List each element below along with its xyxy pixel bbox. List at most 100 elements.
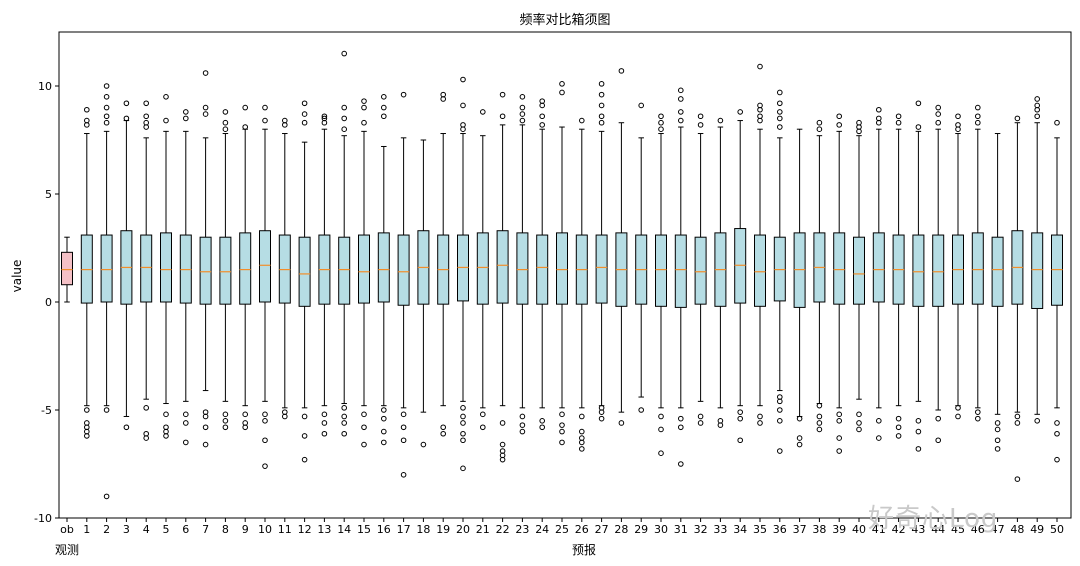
outlier-point — [539, 418, 546, 424]
outlier-point — [84, 117, 90, 124]
outlier-point — [163, 433, 169, 439]
outlier-point — [717, 422, 724, 428]
x-tick-label: 33 — [713, 523, 727, 536]
outlier-point — [598, 102, 605, 109]
x-tick-label: 10 — [258, 523, 272, 536]
outlier-point — [856, 411, 862, 418]
outlier-point — [301, 111, 308, 117]
outlier-point — [84, 106, 90, 113]
box-iqr — [476, 232, 489, 305]
outlier-point — [856, 119, 862, 126]
box-iqr — [338, 236, 351, 305]
outlier-point — [955, 122, 961, 128]
outlier-point — [183, 439, 189, 446]
outlier-point — [757, 413, 763, 420]
outlier-point — [499, 420, 506, 426]
outlier-point — [876, 418, 882, 424]
box-iqr — [259, 230, 271, 303]
outlier-point — [222, 424, 229, 431]
outlier-point — [440, 424, 447, 431]
x-tick-label: 46 — [971, 523, 985, 536]
x-tick-label: 48 — [1010, 523, 1024, 536]
outlier-point — [321, 115, 328, 122]
outlier-point — [381, 407, 387, 413]
outlier-point — [361, 411, 367, 418]
outlier-point — [183, 115, 189, 122]
box-iqr — [595, 234, 608, 304]
y-tick-label: -5 — [41, 404, 52, 417]
outlier-point — [361, 119, 367, 126]
y-tick-label: 10 — [38, 80, 52, 93]
outlier-point — [895, 113, 902, 120]
box-iqr — [1031, 232, 1044, 309]
outlier-point — [499, 113, 506, 120]
outlier-point — [282, 117, 288, 124]
outlier-point — [341, 420, 348, 426]
outlier-point — [519, 428, 526, 435]
outlier-point — [143, 113, 149, 120]
x-tick-label: 6 — [182, 523, 189, 536]
outlier-point — [262, 463, 268, 469]
outlier-point — [341, 430, 348, 437]
watermark: 好奇心Log — [868, 504, 999, 534]
outlier-point — [301, 100, 308, 107]
box-iqr — [140, 234, 153, 303]
outlier-point — [301, 433, 308, 439]
outlier-point — [202, 441, 209, 448]
outlier-point — [697, 122, 704, 128]
outlier-point — [975, 104, 981, 111]
x-tick-label: 3 — [123, 523, 130, 536]
outlier-point — [519, 117, 526, 124]
outlier-point — [856, 420, 862, 426]
outlier-point — [460, 405, 466, 411]
box-iqr — [833, 232, 846, 305]
box-iqr — [674, 234, 687, 308]
outlier-point — [559, 81, 565, 87]
x-tick-label: 19 — [436, 523, 450, 536]
y-axis-label: value — [10, 260, 24, 293]
outlier-point — [539, 122, 546, 128]
outlier-point — [202, 111, 209, 117]
outlier-point — [321, 420, 328, 426]
outlier-point — [876, 115, 882, 122]
outlier-point — [935, 437, 942, 444]
outlier-point — [321, 113, 328, 120]
outlier-point — [777, 89, 783, 96]
outlier-point — [321, 411, 328, 418]
outlier-point — [103, 94, 110, 100]
x-tick-label: 9 — [242, 523, 249, 536]
x-tick-label: 35 — [753, 523, 767, 536]
x-tick-label: 38 — [812, 523, 826, 536]
outlier-point — [836, 113, 843, 120]
outlier-point — [381, 94, 387, 100]
outlier-point — [440, 430, 447, 437]
x-tick-label: 43 — [911, 523, 925, 536]
outlier-point — [341, 104, 348, 111]
x-tick-label: ob — [60, 523, 74, 536]
box-iqr — [971, 232, 984, 305]
outlier-point — [915, 418, 922, 424]
outlier-point — [519, 104, 526, 111]
outlier-point — [1054, 119, 1060, 126]
outlier-point — [499, 91, 506, 98]
outlier-point — [618, 68, 625, 74]
outlier-point — [143, 100, 149, 107]
box-iqr — [358, 234, 370, 304]
outlier-point — [737, 409, 744, 415]
x-tick-label: 18 — [416, 523, 430, 536]
box-iqr — [694, 236, 707, 305]
outlier-point — [697, 420, 704, 426]
outlier-point — [480, 109, 486, 115]
box-iqr — [556, 232, 568, 305]
box-iqr — [298, 236, 311, 307]
outlier-point — [242, 124, 248, 130]
outlier-point — [915, 428, 922, 435]
outlier-point — [856, 426, 862, 433]
outlier-point — [777, 418, 783, 424]
box-iqr — [219, 236, 232, 305]
outlier-point — [658, 119, 664, 126]
plot-frame — [58, 31, 1072, 519]
outlier-point — [1034, 113, 1040, 120]
outlier-point — [321, 430, 328, 437]
box-iqr — [932, 234, 945, 307]
